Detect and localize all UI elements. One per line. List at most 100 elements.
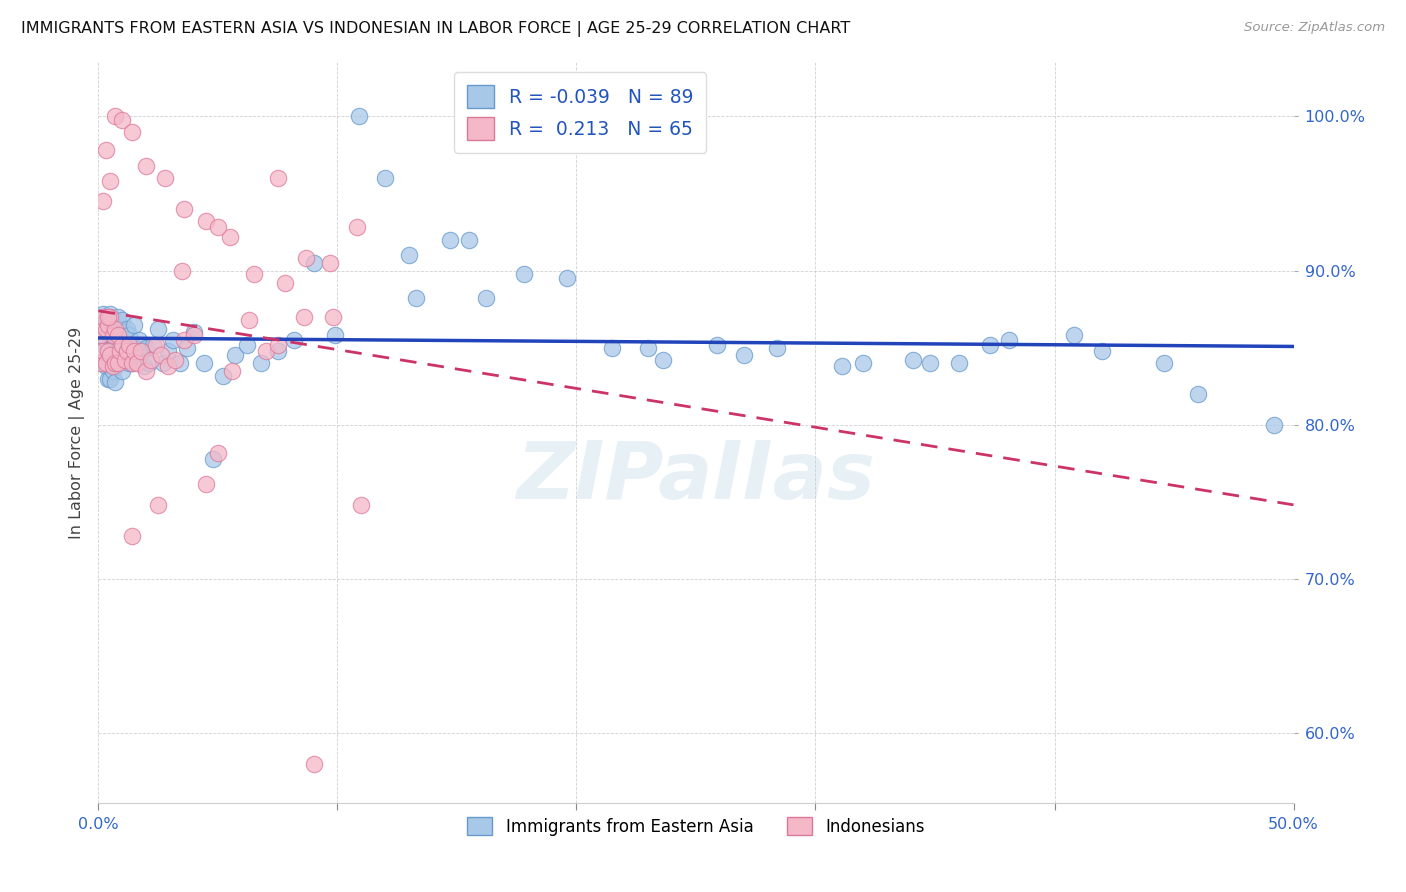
Point	[145, 337, 167, 351]
Legend: Immigrants from Eastern Asia, Indonesians: Immigrants from Eastern Asia, Indonesian…	[461, 811, 931, 843]
Text: Source: ZipAtlas.com: Source: ZipAtlas.com	[1244, 21, 1385, 34]
Point	[104, 110, 127, 124]
Point	[139, 353, 162, 368]
Point	[125, 356, 148, 370]
Point	[156, 359, 179, 374]
Point	[115, 343, 138, 358]
Point	[111, 313, 134, 327]
Point	[706, 337, 728, 351]
Point	[148, 322, 170, 336]
Point	[235, 337, 257, 351]
Point	[101, 328, 124, 343]
Point	[98, 371, 122, 385]
Point	[114, 326, 136, 340]
Point	[104, 356, 127, 370]
Point	[347, 110, 370, 124]
Point	[142, 337, 165, 351]
Point	[132, 359, 155, 374]
Point	[162, 333, 184, 347]
Point	[97, 318, 120, 332]
Point	[90, 356, 112, 370]
Point	[920, 356, 942, 370]
Point	[350, 498, 373, 512]
Point	[107, 310, 129, 324]
Point	[948, 356, 970, 370]
Point	[108, 322, 131, 336]
Point	[250, 356, 273, 370]
Point	[124, 318, 146, 332]
Point	[94, 359, 117, 374]
Point	[91, 307, 114, 321]
Point	[94, 313, 117, 327]
Point	[131, 343, 153, 358]
Point	[998, 333, 1021, 347]
Point	[135, 364, 157, 378]
Point	[121, 356, 143, 370]
Point	[98, 174, 122, 188]
Point	[173, 202, 195, 216]
Point	[555, 271, 578, 285]
Point	[219, 229, 242, 244]
Point	[118, 356, 141, 370]
Point	[97, 310, 120, 324]
Point	[302, 256, 325, 270]
Point	[101, 359, 124, 374]
Point	[97, 343, 120, 358]
Point	[295, 252, 318, 266]
Point	[97, 343, 120, 358]
Point	[238, 313, 260, 327]
Point	[98, 349, 122, 363]
Point	[125, 349, 148, 363]
Point	[176, 341, 198, 355]
Point	[90, 333, 112, 347]
Point	[766, 341, 789, 355]
Point	[91, 349, 114, 363]
Point	[111, 364, 134, 378]
Point	[274, 276, 297, 290]
Point	[195, 214, 218, 228]
Point	[98, 328, 122, 343]
Point	[195, 476, 218, 491]
Point	[202, 451, 225, 466]
Point	[108, 349, 131, 363]
Point	[118, 337, 141, 351]
Point	[101, 341, 124, 355]
Text: ZIPaIIas: ZIPaIIas	[516, 438, 876, 516]
Point	[115, 343, 138, 358]
Point	[163, 353, 186, 368]
Point	[115, 322, 138, 336]
Point	[118, 328, 141, 343]
Point	[104, 356, 127, 370]
Point	[207, 445, 229, 459]
Point	[1263, 417, 1285, 432]
Point	[111, 337, 134, 351]
Point	[152, 356, 174, 370]
Point	[121, 356, 143, 370]
Point	[323, 328, 346, 343]
Point	[107, 333, 129, 347]
Point	[283, 333, 305, 347]
Point	[405, 292, 427, 306]
Point	[94, 333, 117, 347]
Point	[107, 356, 129, 370]
Point	[1187, 387, 1209, 401]
Point	[148, 498, 170, 512]
Point	[474, 292, 496, 306]
Point	[91, 343, 114, 358]
Point	[121, 529, 143, 543]
Point	[107, 356, 129, 370]
Point	[104, 333, 127, 347]
Point	[319, 256, 342, 270]
Point	[98, 310, 122, 324]
Point	[292, 310, 315, 324]
Point	[114, 349, 136, 363]
Point	[398, 248, 420, 262]
Point	[94, 322, 117, 336]
Point	[104, 313, 127, 327]
Point	[101, 318, 124, 332]
Point	[90, 356, 112, 370]
Point	[183, 326, 205, 340]
Point	[1063, 328, 1085, 343]
Point	[346, 220, 368, 235]
Point	[111, 341, 134, 355]
